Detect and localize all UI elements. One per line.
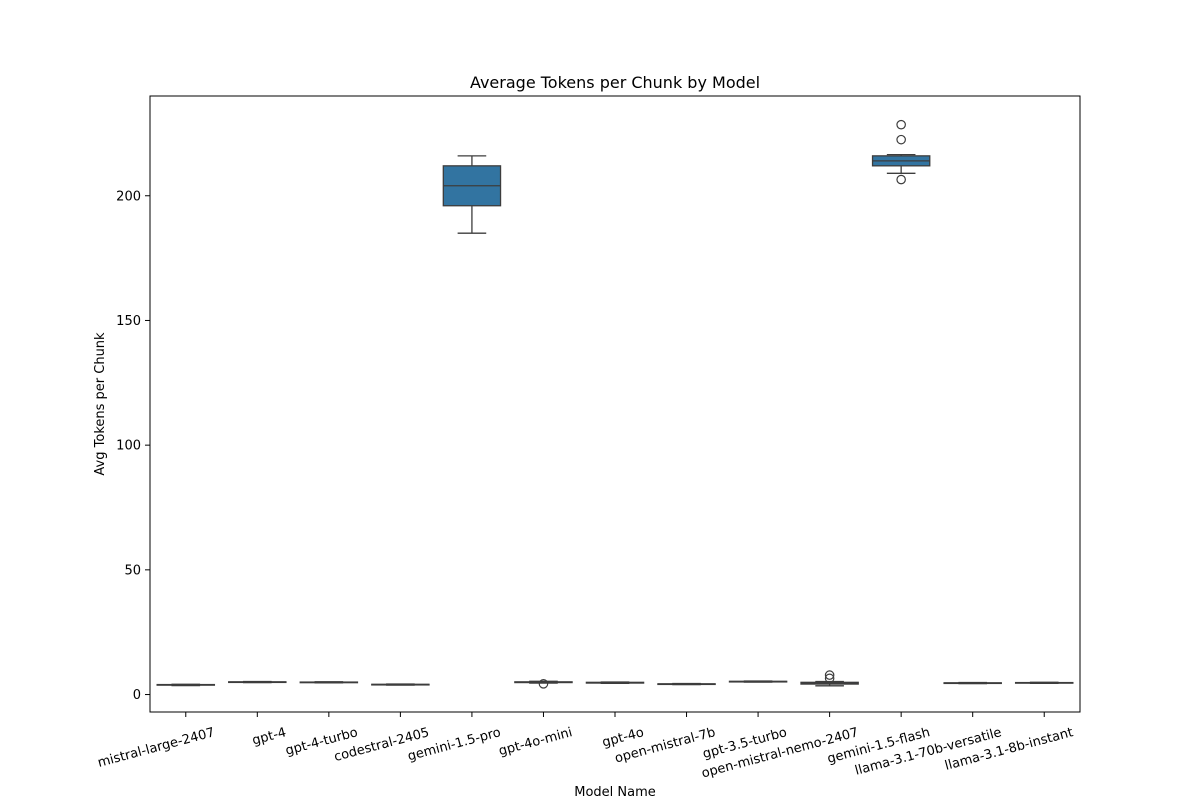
x-tick-label: mistral-large-2407 [96,725,216,771]
chart-title: Average Tokens per Chunk by Model [470,73,760,92]
box-gpt-4 [228,680,287,684]
outlier-point [824,673,835,684]
box-gpt-4o-mini [514,679,573,689]
box-gemini-1.5-pro [442,155,502,234]
y-tick-label: 50 [124,563,141,578]
y-tick-label: 0 [133,688,141,703]
outlier-point [896,134,906,145]
box-gpt-4o [585,681,645,684]
box-gemini-1.5-flash [871,119,931,185]
outlier-point [824,670,835,680]
outlier-point [896,174,906,185]
y-axis-label: Avg Tokens per Chunk [93,332,108,476]
outlier-point [538,679,549,689]
y-tick-label: 100 [116,439,141,454]
plot-frame [149,95,1081,713]
box-open-mistral-nemo-2407 [800,670,859,687]
box-codestral-2405 [371,683,430,686]
x-tick-label: gpt-4 [251,725,288,748]
x-axis-label: Model Name [574,785,656,800]
box-llama-3.1-70b-versatile [943,681,1002,685]
box-gpt-4-turbo [299,681,359,684]
x-tick-label: gpt-4o-mini [497,725,574,759]
y-tick-label: 150 [116,314,141,329]
outlier-point [896,119,906,130]
box-llama-3.1-8b-instant [1014,681,1074,684]
box-mistral-large-2407 [156,683,216,687]
y-tick-label: 200 [116,189,141,204]
box-gpt-3.5-turbo [728,680,788,683]
box-open-mistral-7b [657,682,716,686]
